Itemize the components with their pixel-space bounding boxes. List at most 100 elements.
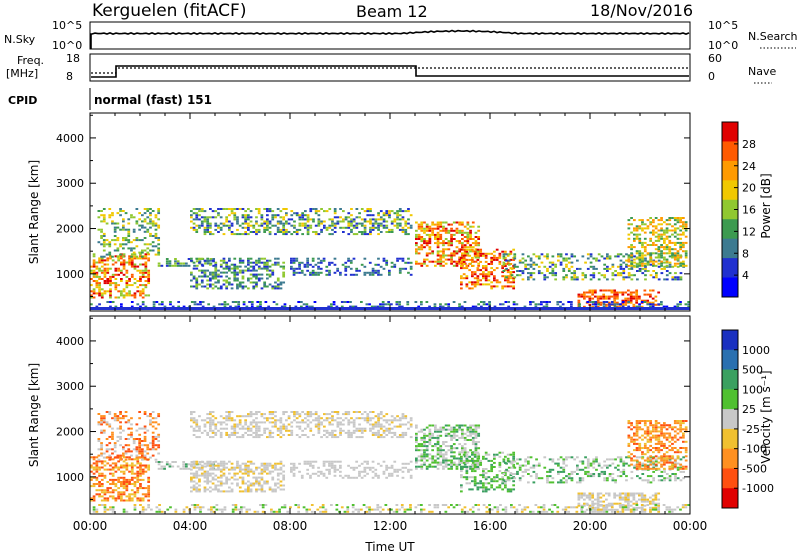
range-gate-cell [236, 436, 239, 439]
range-gate-cell [187, 467, 191, 470]
range-gate-cell [471, 453, 474, 456]
range-gate-cell [629, 291, 633, 294]
range-gate-cell [607, 297, 611, 300]
range-gate-cell [350, 417, 353, 420]
range-gate-cell [298, 263, 301, 266]
range-gate-cell [473, 277, 477, 280]
range-gate-cell [355, 429, 359, 432]
range-gate-cell [396, 226, 399, 229]
range-gate-cell [102, 208, 106, 210]
range-gate-cell [102, 431, 106, 434]
range-gate-cell [244, 431, 248, 434]
range-gate-cell [144, 280, 148, 282]
range-gate-cell [425, 223, 429, 226]
range-gate-cell [487, 252, 491, 255]
range-gate-cell [477, 455, 481, 458]
range-gate-cell [249, 484, 253, 487]
range-gate-cell [371, 214, 375, 217]
range-gate-cell [282, 208, 286, 210]
range-gate-cell [407, 222, 410, 225]
range-gate-cell [330, 305, 333, 308]
range-gate-cell [660, 235, 663, 238]
range-gate-cell [127, 433, 131, 436]
range-gate-cell [152, 301, 156, 303]
range-gate-cell [125, 280, 129, 282]
range-gate-cell [306, 220, 310, 223]
range-gate-cell [122, 499, 126, 502]
range-gate-cell [532, 267, 536, 270]
range-gate-cell [507, 460, 511, 463]
range-gate-cell [219, 462, 223, 465]
range-gate-cell [157, 413, 161, 415]
range-gate-cell [141, 220, 144, 223]
range-gate-cell [339, 474, 342, 477]
range-gate-cell [512, 279, 516, 282]
range-gate-cell [417, 445, 421, 448]
range-gate-cell [219, 464, 223, 467]
range-gate-cell [293, 226, 296, 229]
range-gate-cell [260, 488, 264, 491]
range-gate-cell [460, 461, 463, 464]
range-gate-cell [266, 208, 269, 210]
range-gate-cell [300, 474, 304, 477]
range-gate-cell [249, 427, 253, 430]
range-gate-cell [641, 244, 644, 246]
range-gate-cell [214, 488, 218, 491]
range-gate-cell [423, 439, 426, 441]
range-gate-cell [185, 262, 188, 265]
range-gate-cell [141, 497, 145, 500]
range-gate-cell [436, 439, 440, 441]
range-gate-cell [111, 214, 114, 217]
range-gate-cell [436, 233, 440, 236]
range-gate-cell [350, 220, 353, 223]
range-gate-cell [436, 453, 440, 456]
range-gate-cell [613, 305, 617, 308]
range-gate-cell [143, 440, 147, 442]
range-gate-cell [138, 218, 142, 221]
range-gate-cell [304, 434, 307, 436]
range-gate-cell [102, 243, 106, 246]
range-gate-cell [97, 421, 101, 424]
range-gate-cell [293, 415, 296, 418]
range-gate-cell [336, 222, 340, 225]
range-gate-cell [592, 276, 596, 279]
range-gate-cell [203, 216, 207, 219]
range-gate-cell [317, 273, 320, 276]
range-gate-cell [219, 228, 223, 231]
range-gate-cell [198, 283, 201, 286]
range-gate-cell [116, 419, 120, 422]
range-gate-cell [98, 282, 101, 285]
range-gate-cell [594, 301, 598, 303]
range-gate-cell [512, 301, 516, 303]
range-gate-cell [222, 460, 226, 463]
range-gate-cell [428, 457, 432, 460]
range-gate-cell [388, 271, 391, 274]
range-gate-cell [206, 462, 210, 465]
range-gate-cell [255, 488, 258, 491]
range-gate-cell [559, 470, 563, 473]
range-gate-cell [447, 229, 451, 232]
range-gate-cell [629, 301, 633, 304]
range-gate-cell [294, 305, 298, 308]
range-gate-cell [154, 228, 158, 231]
range-gate-cell [136, 303, 140, 306]
range-gate-cell [393, 265, 397, 268]
range-gate-cell [200, 263, 204, 266]
range-gate-cell [379, 265, 383, 268]
range-gate-cell [95, 267, 99, 270]
range-gate-cell [147, 495, 151, 498]
range-gate-cell [244, 233, 248, 236]
range-gate-cell [147, 464, 151, 467]
range-gate-cell [98, 257, 101, 260]
range-gate-cell [206, 476, 210, 479]
range-gate-cell [385, 231, 389, 233]
range-gate-cell [152, 303, 156, 306]
range-gate-cell [211, 468, 215, 471]
range-gate-cell [390, 474, 394, 477]
range-gate-cell [339, 216, 342, 219]
range-gate-cell [398, 269, 402, 272]
range-gate-cell [444, 238, 448, 240]
range-gate-cell [333, 470, 337, 473]
range-gate-cell [652, 252, 655, 255]
range-gate-cell [92, 275, 96, 278]
